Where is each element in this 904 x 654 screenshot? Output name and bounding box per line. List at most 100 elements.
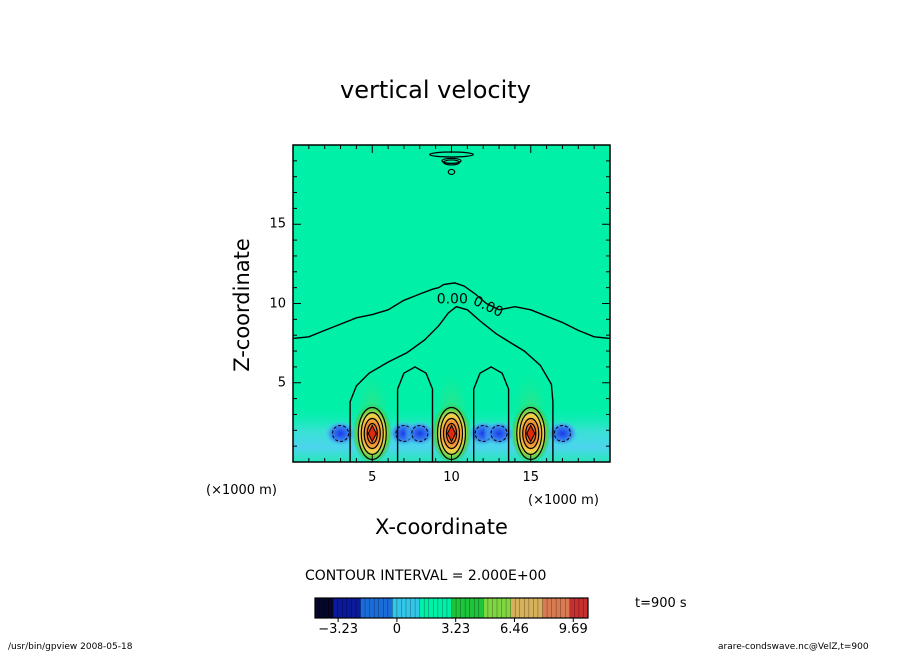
positive-contour xyxy=(445,422,458,445)
zero-contour-outer xyxy=(293,282,610,340)
colorbar-cell xyxy=(556,598,562,618)
colorbar-cell xyxy=(483,598,489,618)
colorbar-cell xyxy=(524,598,530,618)
colorbar-cell xyxy=(355,598,361,618)
zero-contour-inner xyxy=(349,305,554,462)
chart-title: vertical velocity xyxy=(340,76,531,104)
colorbar-cell xyxy=(574,598,580,618)
colorbar-cell xyxy=(401,598,407,618)
colorbar-cell xyxy=(324,598,330,618)
downdraft-blob xyxy=(483,420,516,447)
footer-right: arare-condswave.nc@VelZ,t=900 xyxy=(718,642,869,652)
colorbar-cell xyxy=(506,598,512,618)
colorbar-cell xyxy=(456,598,461,618)
colorbar-cell xyxy=(328,598,334,618)
colorbar-cell xyxy=(492,598,498,618)
time-label: t=900 s xyxy=(635,596,687,611)
colorbar-cell xyxy=(446,598,452,618)
colorbar-cell xyxy=(351,598,357,618)
y-units-label: (×1000 m) xyxy=(528,493,599,508)
downdraft-blob xyxy=(546,420,579,447)
colorbar-cell xyxy=(346,598,352,618)
negative-contour xyxy=(411,424,429,442)
colorbar-cell xyxy=(365,598,370,618)
x-tick-label: 10 xyxy=(443,470,460,485)
colorbar-cell xyxy=(333,598,339,618)
x-tick-label: 15 xyxy=(522,470,540,485)
y-tick-label: 10 xyxy=(269,296,286,311)
colorbar-cell xyxy=(378,598,384,618)
colorbar-cell xyxy=(547,598,552,618)
colorbar-cell xyxy=(415,598,421,618)
colorbar-cell xyxy=(519,598,525,618)
colorbar-cell xyxy=(478,598,484,618)
colorbar-tick-label: 9.69 xyxy=(558,622,588,637)
colorbar-cell xyxy=(360,598,366,618)
positive-contour xyxy=(442,417,461,450)
y-axis-title: Z-coordinate xyxy=(230,238,254,372)
colorbar-frame xyxy=(314,597,589,619)
colorbar-cell xyxy=(460,598,466,618)
downdraft-blob xyxy=(324,420,357,447)
colorbar-cell xyxy=(437,598,443,618)
positive-contour xyxy=(525,422,537,445)
colorbar-cell xyxy=(383,598,389,618)
top-contour xyxy=(447,168,456,176)
colorbar-cell xyxy=(387,598,393,618)
colorbar-cell xyxy=(374,598,380,618)
core-max-marker xyxy=(526,424,536,443)
y-tick-label: 15 xyxy=(269,216,286,232)
colorbar-cell xyxy=(578,598,584,618)
colorbar-cell xyxy=(396,598,402,618)
colorbar-cell xyxy=(583,598,589,618)
core-max-marker xyxy=(367,424,377,443)
colorbar-cell xyxy=(551,598,557,618)
colorbar-cell xyxy=(392,598,398,618)
colorbar-cell xyxy=(537,598,543,618)
colorbar-cell xyxy=(315,598,320,618)
colorbar-tick-label: −3.23 xyxy=(318,622,359,637)
colorbar-cell xyxy=(465,598,471,618)
colorbar-cell xyxy=(451,598,457,618)
positive-contour xyxy=(363,417,381,450)
negative-contour xyxy=(490,424,508,442)
colorbar-cell xyxy=(406,598,411,618)
colorbar-cell xyxy=(469,598,475,618)
colorbar-tick-label: 3.23 xyxy=(441,622,471,637)
colorbar-cell xyxy=(369,598,375,618)
colorbar-tick-label: 6.46 xyxy=(499,622,529,637)
colorbar-cell xyxy=(342,598,348,618)
colorbar-cell xyxy=(410,598,416,618)
colorbar-cell xyxy=(533,598,539,618)
x-units-label: (×1000 m) xyxy=(206,483,277,498)
downdraft-blob xyxy=(403,420,436,447)
colorbar-cell xyxy=(565,598,571,618)
colorbar-cell xyxy=(428,598,434,618)
colorbar-cell xyxy=(474,598,480,618)
zero-contour-arch xyxy=(473,366,510,462)
colorbar-cell xyxy=(510,598,516,618)
x-axis-title: X-coordinate xyxy=(375,515,508,539)
colorbar-cell xyxy=(319,598,325,618)
top-contour xyxy=(441,157,462,164)
core-max-marker xyxy=(446,424,457,443)
positive-contour xyxy=(522,417,540,450)
colorbar-cell xyxy=(337,598,343,618)
y-tick-label: 5 xyxy=(277,375,286,391)
x-tick-label: 5 xyxy=(368,470,377,485)
colorbar-cell xyxy=(424,598,430,618)
positive-contour xyxy=(366,422,378,445)
colorbar-cell xyxy=(528,598,534,618)
contour-interval-label: CONTOUR INTERVAL = 2.000E+00 xyxy=(305,568,547,584)
colorbar-cell xyxy=(515,598,521,618)
colorbar-cell xyxy=(433,598,439,618)
colorbar-cell xyxy=(419,598,425,618)
colorbar-cell xyxy=(560,598,566,618)
negative-contour xyxy=(332,424,350,442)
colorbar-cell xyxy=(542,598,548,618)
contour-label: 0.00 xyxy=(437,292,468,308)
footer-left: /usr/bin/gpview 2008-05-18 xyxy=(8,642,133,652)
negative-contour xyxy=(553,424,571,442)
